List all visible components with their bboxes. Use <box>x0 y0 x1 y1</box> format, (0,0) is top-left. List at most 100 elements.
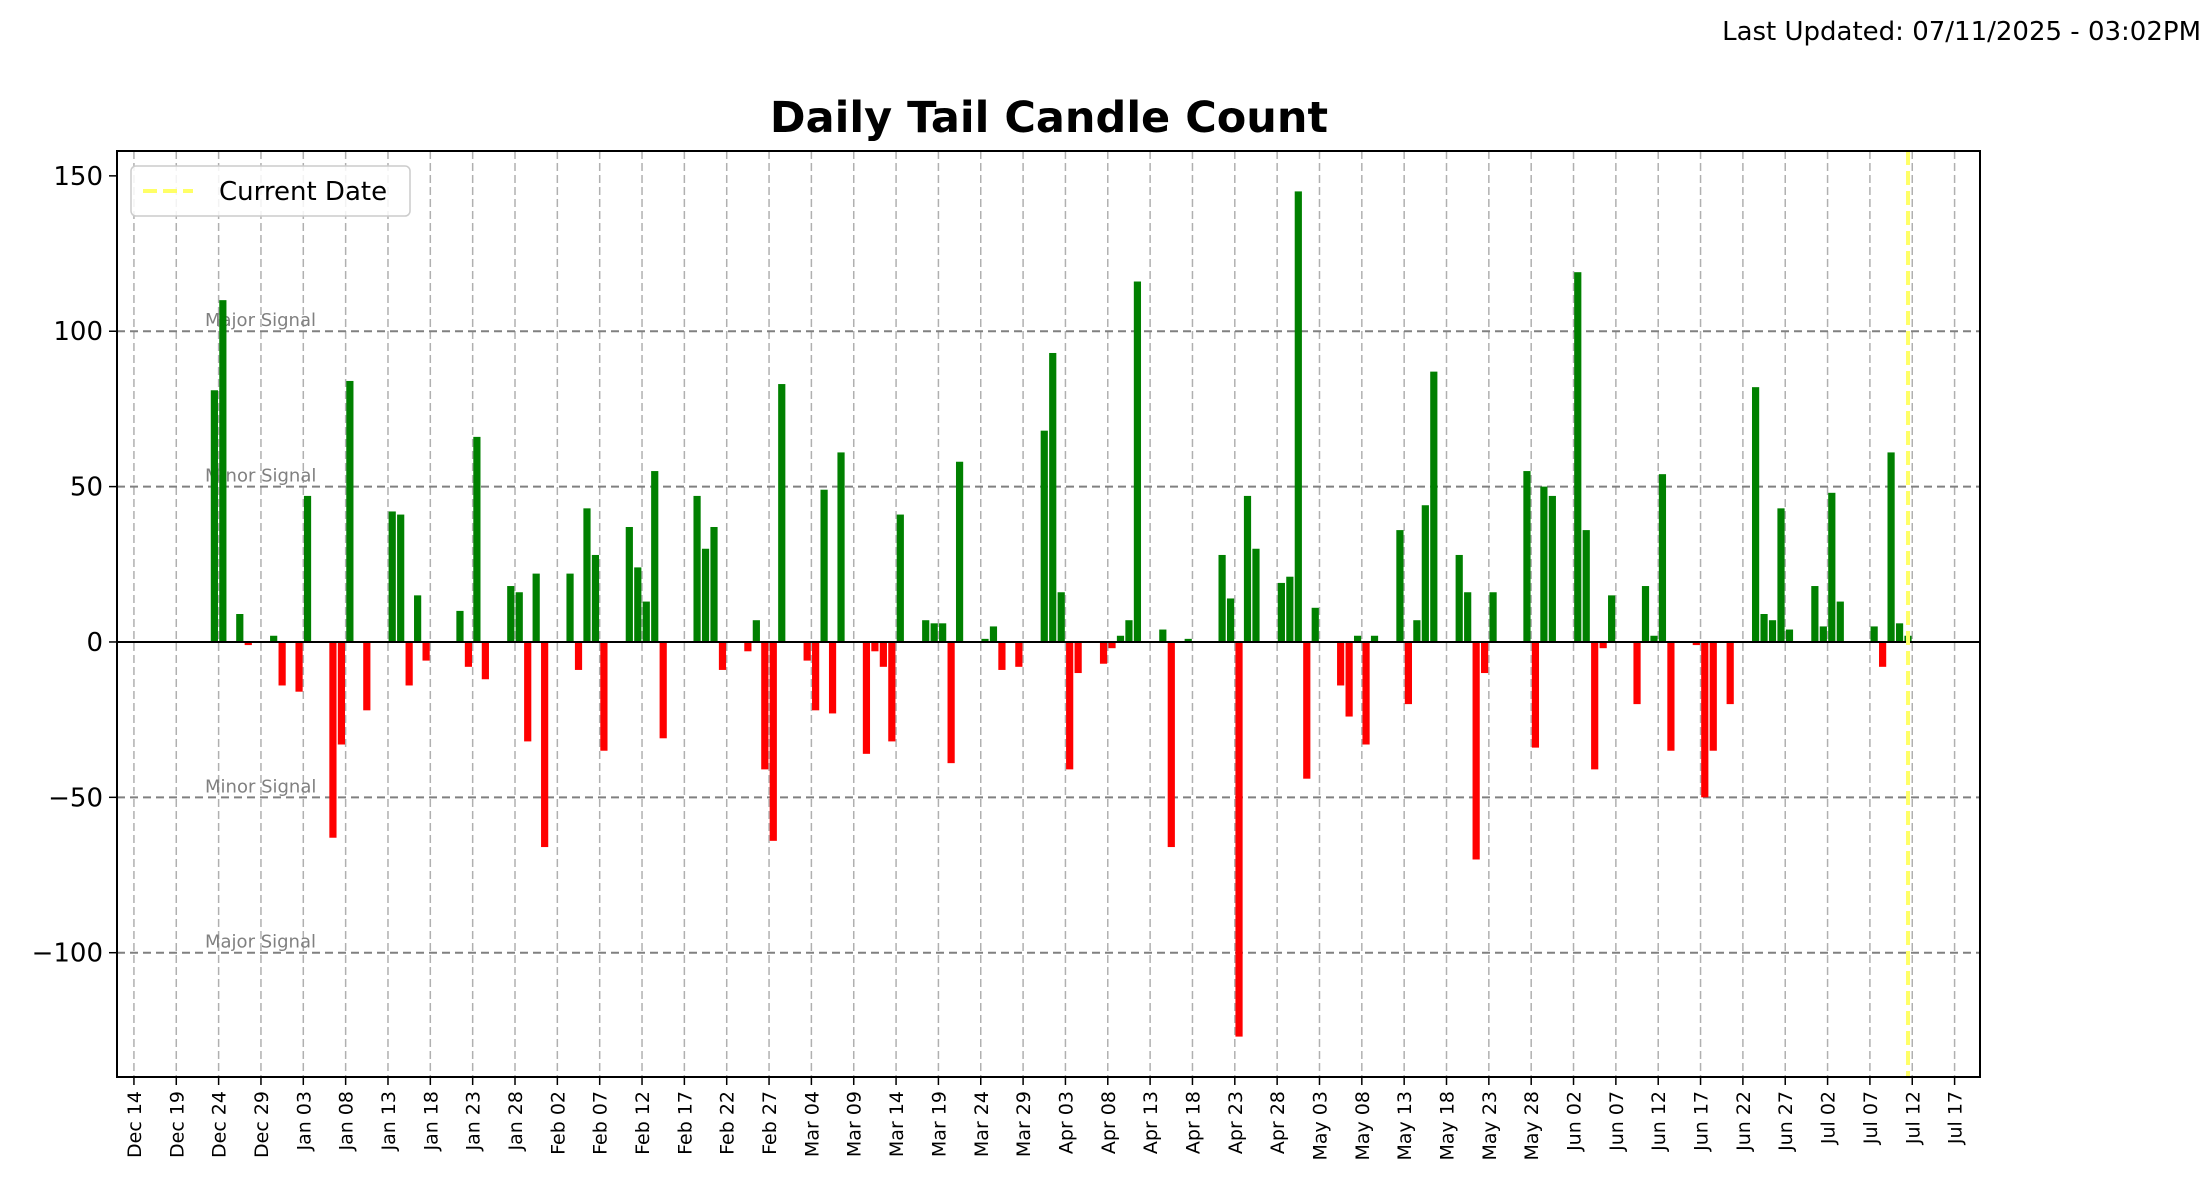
bar <box>337 641 346 745</box>
bar <box>1777 508 1785 642</box>
bar <box>1540 486 1548 642</box>
bar <box>346 380 354 642</box>
bar <box>879 641 887 667</box>
bar <box>896 514 904 642</box>
bars-layer <box>210 191 1912 1037</box>
bar <box>1167 641 1175 848</box>
y-tick-label: 150 <box>53 162 103 192</box>
bar <box>1760 614 1768 642</box>
bar <box>532 573 540 642</box>
bar <box>701 548 710 642</box>
bar <box>1413 620 1421 642</box>
bar <box>422 641 430 661</box>
x-tick-label: Apr 18 <box>1182 1091 1204 1154</box>
bar <box>481 641 489 680</box>
bar <box>1049 352 1057 642</box>
bar <box>1523 471 1531 642</box>
bar <box>270 635 278 642</box>
bar <box>295 641 303 692</box>
bar <box>1481 641 1489 674</box>
threshold-label: Minor Signal <box>205 776 316 797</box>
x-tick-label: Apr 08 <box>1098 1091 1120 1154</box>
x-tick-label: Jan 23 <box>463 1091 485 1152</box>
grid-layer <box>133 151 1956 1077</box>
x-tick-label: May 08 <box>1352 1091 1374 1161</box>
bar <box>524 641 532 742</box>
bar <box>1709 641 1717 751</box>
bar <box>922 620 930 642</box>
bar <box>1879 641 1887 667</box>
bar <box>1116 635 1125 642</box>
bar <box>329 641 337 838</box>
bar <box>1828 492 1836 642</box>
legend: Current Date <box>130 165 411 217</box>
bar <box>1286 576 1294 642</box>
bar <box>1404 641 1412 705</box>
bar <box>1464 592 1472 642</box>
x-tick-label: Apr 28 <box>1267 1091 1289 1154</box>
bar <box>812 641 820 711</box>
bar <box>1650 635 1658 642</box>
x-tick-label: Dec 24 <box>209 1091 231 1158</box>
bar <box>464 641 473 667</box>
x-tick-label: Mar 29 <box>1013 1091 1035 1157</box>
y-tick-label: −50 <box>48 783 103 813</box>
bar <box>1599 641 1607 649</box>
x-tick-label: Jun 07 <box>1606 1091 1628 1152</box>
bar <box>1226 598 1235 642</box>
bar <box>210 390 218 642</box>
bar <box>1184 638 1192 642</box>
bar <box>625 526 633 642</box>
threshold-layer: Major Signal Minor Signal Minor Signal Majo… <box>117 310 1980 954</box>
bar <box>778 384 786 642</box>
overlay-layer <box>117 151 1980 1077</box>
x-tick-label: Jan 18 <box>420 1091 442 1152</box>
bar <box>1133 281 1142 642</box>
x-tick-label: Jun 22 <box>1733 1091 1755 1152</box>
x-tick-label: Jun 27 <box>1775 1091 1797 1152</box>
threshold-label: Major Signal <box>205 310 316 331</box>
threshold-label: Minor Signal <box>205 466 316 487</box>
x-tick-label: Jan 28 <box>505 1091 527 1152</box>
bar <box>303 495 312 642</box>
bar <box>1421 505 1429 642</box>
x-tick-label: Jan 08 <box>336 1091 358 1152</box>
bar <box>1277 582 1285 642</box>
bar <box>1811 586 1819 642</box>
bar <box>219 300 227 642</box>
chart-title: Daily Tail Candle Count <box>770 93 1328 143</box>
bar <box>236 614 244 642</box>
bar <box>1455 554 1463 642</box>
bar <box>1701 641 1709 798</box>
x-tick-label: Jan 03 <box>293 1091 315 1152</box>
bar <box>405 641 413 686</box>
bar <box>837 452 845 642</box>
bar <box>769 641 777 841</box>
bar <box>1692 641 1700 646</box>
bar <box>1895 623 1904 642</box>
x-tick-label: Jul 07 <box>1860 1091 1882 1145</box>
bar <box>1252 548 1260 642</box>
x-tick-label: Feb 17 <box>674 1091 696 1155</box>
bar <box>541 641 549 848</box>
x-tick-label: Mar 09 <box>844 1091 866 1157</box>
threshold-label: Major Signal <box>205 932 316 953</box>
bar <box>1489 592 1497 642</box>
x-tick-label: Dec 29 <box>251 1091 273 1158</box>
x-tick-label: Dec 14 <box>124 1091 146 1158</box>
bar <box>583 508 591 642</box>
bar <box>566 573 574 642</box>
bar <box>1066 641 1074 770</box>
bar <box>803 641 811 661</box>
bar <box>1040 430 1048 642</box>
x-tick-label: Jul 02 <box>1818 1091 1840 1145</box>
bar <box>414 595 422 642</box>
x-tick-label: May 28 <box>1521 1091 1543 1161</box>
bar <box>1362 641 1370 745</box>
bar <box>1633 641 1641 705</box>
y-tick-label: 0 <box>86 628 103 658</box>
bar <box>1057 592 1065 642</box>
bar <box>456 610 464 642</box>
bar <box>955 461 964 642</box>
y-tick-label: −100 <box>32 939 103 969</box>
